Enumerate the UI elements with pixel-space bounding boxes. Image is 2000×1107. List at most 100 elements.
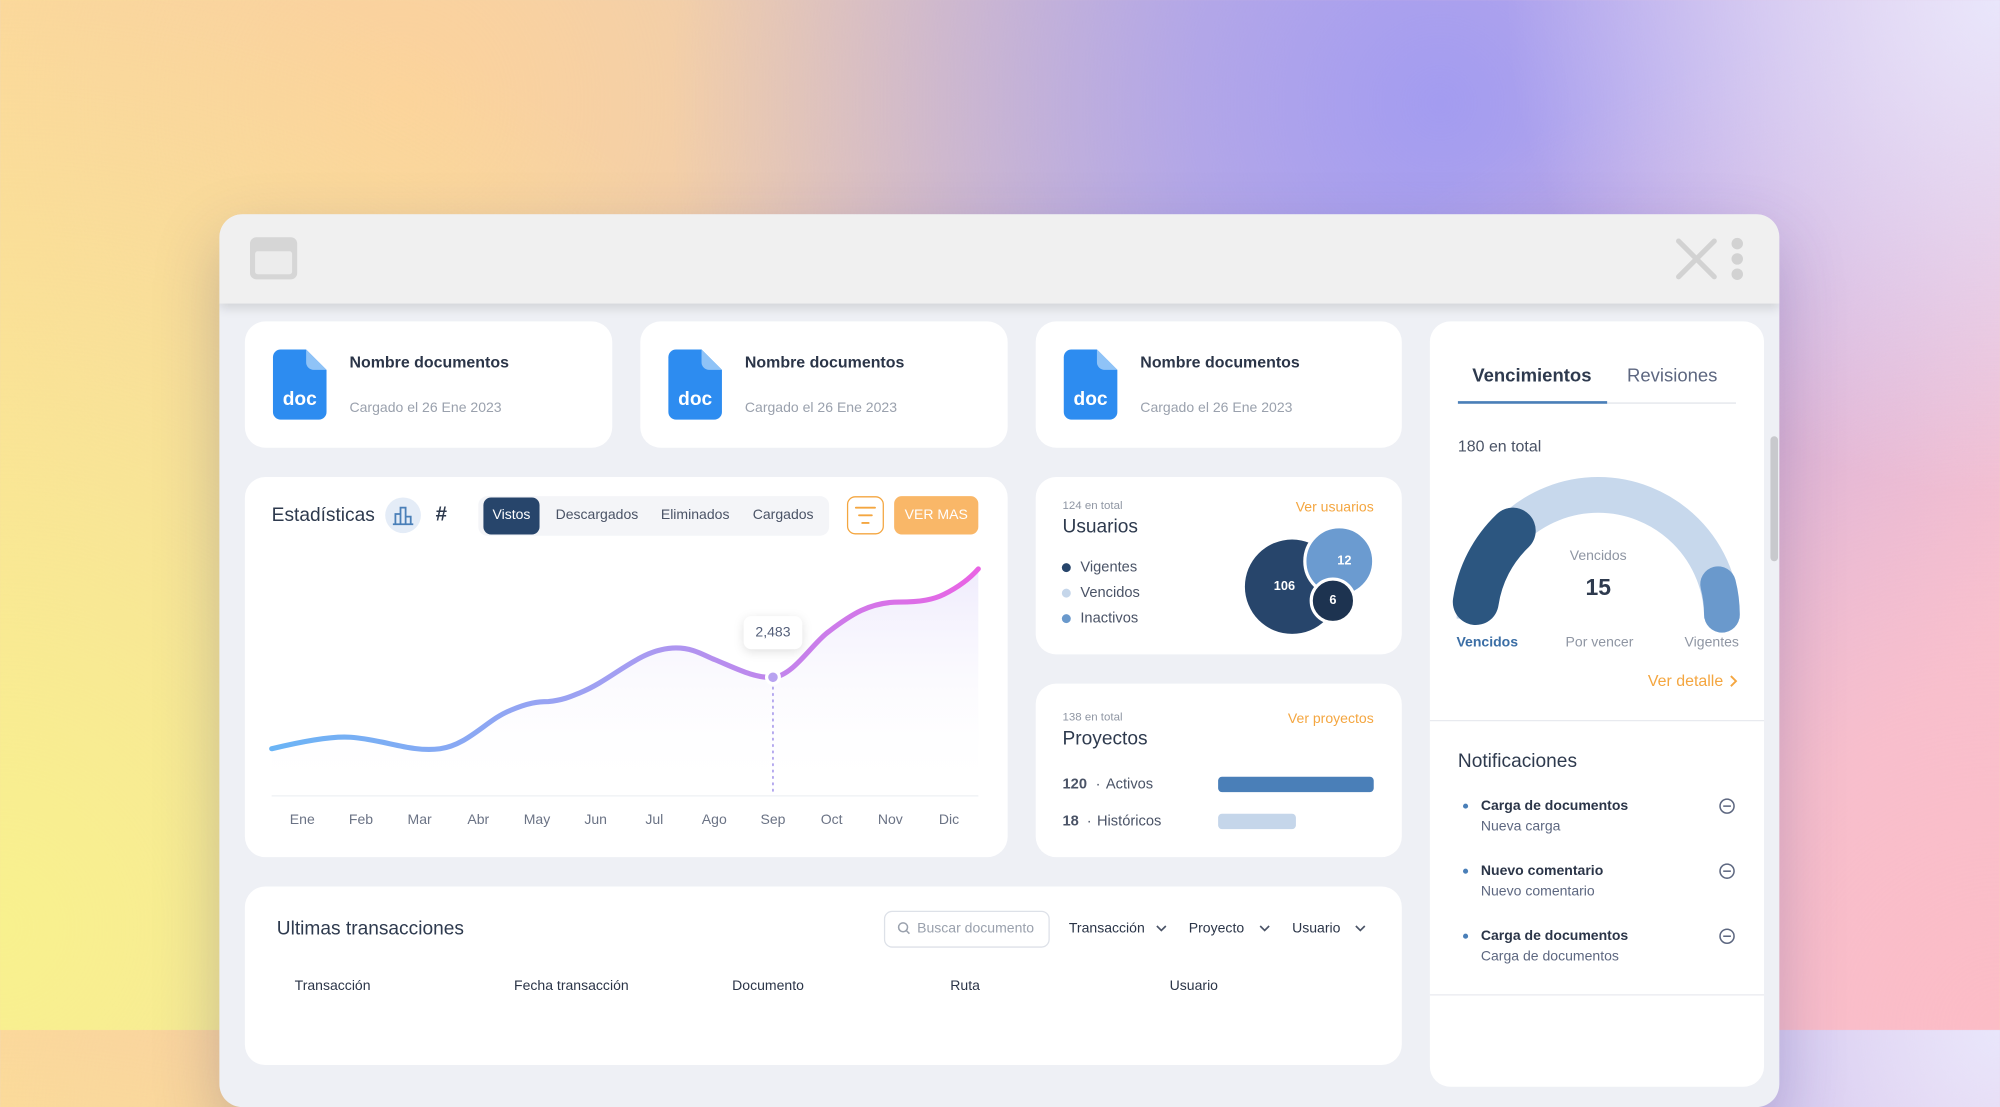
users-total: 124 en total (1062, 498, 1123, 512)
project-bars (1218, 776, 1374, 830)
month-label: Nov (877, 812, 903, 828)
month-label: Ago (701, 812, 727, 828)
dismiss-button[interactable] (1719, 863, 1735, 879)
users-title: Usuarios (1062, 515, 1138, 538)
gauge-label: Vencidos (1569, 548, 1627, 564)
path (701, 349, 722, 370)
chevron[interactable] (1730, 675, 1738, 687)
doc-icons (272, 349, 1118, 420)
title-bar (219, 214, 1780, 304)
doc-icon-label: doc (282, 388, 317, 411)
menu-dot[interactable] (1731, 268, 1743, 280)
notification-title: Carga de documentos (1480, 798, 1629, 814)
hover-point[interactable] (764, 669, 781, 686)
project-count: 120 (1062, 776, 1087, 793)
filter-dropdown[interactable]: Usuario (1292, 920, 1341, 937)
transactions-title: Ultimas transacciones (276, 917, 464, 940)
legend-dot (1061, 614, 1071, 624)
doc-date: Cargado el 26 Ene 2023 (1140, 400, 1293, 416)
scrollbar[interactable] (1770, 436, 1779, 562)
project-separator: · (1095, 776, 1101, 793)
legend-label: Vencidos (1080, 585, 1140, 601)
doc-icon-label: doc (678, 388, 713, 411)
notification-subtitle: Nuevo comentario (1480, 883, 1595, 900)
tab-group (478, 496, 830, 536)
notification-bullet (1463, 868, 1469, 874)
project-separator: · (1086, 813, 1092, 830)
month-label: Dic (938, 812, 960, 828)
tooltip (743, 616, 803, 650)
notification-subtitle: Nueva carga (1480, 818, 1561, 835)
notifications-title: Notificaciones (1457, 750, 1578, 773)
line-area (271, 568, 979, 796)
g (1156, 925, 1366, 932)
projects-card (1035, 683, 1402, 858)
more-button[interactable] (894, 496, 979, 535)
filter-dropdown[interactable]: Transacción (1068, 920, 1145, 937)
column-header: Fecha transacción (514, 978, 629, 994)
month-label: Abr (467, 812, 490, 828)
panel-tab[interactable]: Vencimientos (1472, 366, 1592, 387)
project-bar (1218, 813, 1296, 830)
column-header: Ruta (950, 978, 980, 994)
active-tab[interactable] (483, 497, 540, 535)
dismiss-button[interactable] (1719, 928, 1735, 945)
filter-icon (854, 506, 876, 524)
legend-label: Vigentes (1080, 559, 1138, 576)
gauge-value: 15 (1585, 574, 1611, 601)
users-link[interactable]: Ver usuarios (1295, 499, 1374, 516)
month-label: Ene (289, 812, 315, 828)
gauge (1429, 401, 1765, 996)
projects-link[interactable]: Ver proyectos (1287, 711, 1374, 728)
menu-dot[interactable] (1731, 253, 1743, 265)
tab[interactable]: Eliminados (660, 507, 730, 523)
window-icons (249, 237, 1779, 562)
month-label: Mar (407, 812, 432, 828)
menu-dot[interactable] (1731, 237, 1743, 250)
detail-link[interactable]: Ver detalle (1647, 672, 1724, 691)
column-header: Usuario (1169, 978, 1218, 994)
dropdown-chevron[interactable] (1259, 925, 1270, 932)
tab[interactable]: Descargados (555, 507, 639, 523)
doc-name: Nombre documentos (1140, 353, 1300, 372)
stage: doc doc doc Nombre documentos Nombre doc… (219, 214, 1780, 1107)
month-label: May (523, 812, 551, 828)
panel-tab[interactable]: Revisiones (1626, 366, 1718, 387)
filter-dropdown[interactable]: Proyecto (1188, 920, 1245, 937)
g (1719, 798, 1735, 945)
search-box[interactable] (883, 910, 1050, 948)
close-icon[interactable] (1676, 238, 1717, 280)
notification-bullet (1463, 803, 1469, 809)
projects-title: Proyectos (1062, 727, 1148, 750)
tab[interactable]: Vistos (492, 507, 531, 523)
dropdown-chevron[interactable] (1156, 925, 1167, 932)
tooltip-value: 2,483 (755, 624, 791, 641)
doc-icon-label: doc (1073, 388, 1108, 411)
gauge-segment (1452, 507, 1536, 625)
notification-title: Carga de documentos (1480, 928, 1629, 944)
bubble-label: 106 (1273, 579, 1296, 594)
doc-date: Cargado el 26 Ene 2023 (349, 400, 502, 416)
numeric-view-button[interactable]: # (435, 503, 448, 526)
column-header: Transacción (294, 978, 371, 994)
dropdown-chevron[interactable] (1355, 925, 1366, 932)
search-placeholder[interactable]: Buscar documento (917, 920, 1035, 937)
month-label: Oct (820, 812, 843, 828)
month-label: Jul (645, 812, 664, 828)
side-panel (1429, 321, 1765, 1087)
projects-total: 138 en total (1062, 710, 1123, 724)
tab[interactable]: Cargados (752, 507, 814, 523)
legend-label: Inactivos (1080, 610, 1139, 627)
transaction-controls (883, 910, 1366, 948)
dismiss-button[interactable] (1719, 798, 1735, 814)
column-header: Documento (732, 978, 804, 994)
doc-date: Cargado el 26 Ene 2023 (744, 400, 898, 416)
month-label: Sep (760, 812, 786, 828)
window-icon-inner (255, 251, 293, 275)
more-button-label[interactable]: VER MAS (904, 507, 968, 523)
project-count: 18 (1062, 813, 1079, 830)
doc-name: Nombre documentos (349, 353, 509, 372)
doc-name: Nombre documentos (744, 353, 905, 372)
